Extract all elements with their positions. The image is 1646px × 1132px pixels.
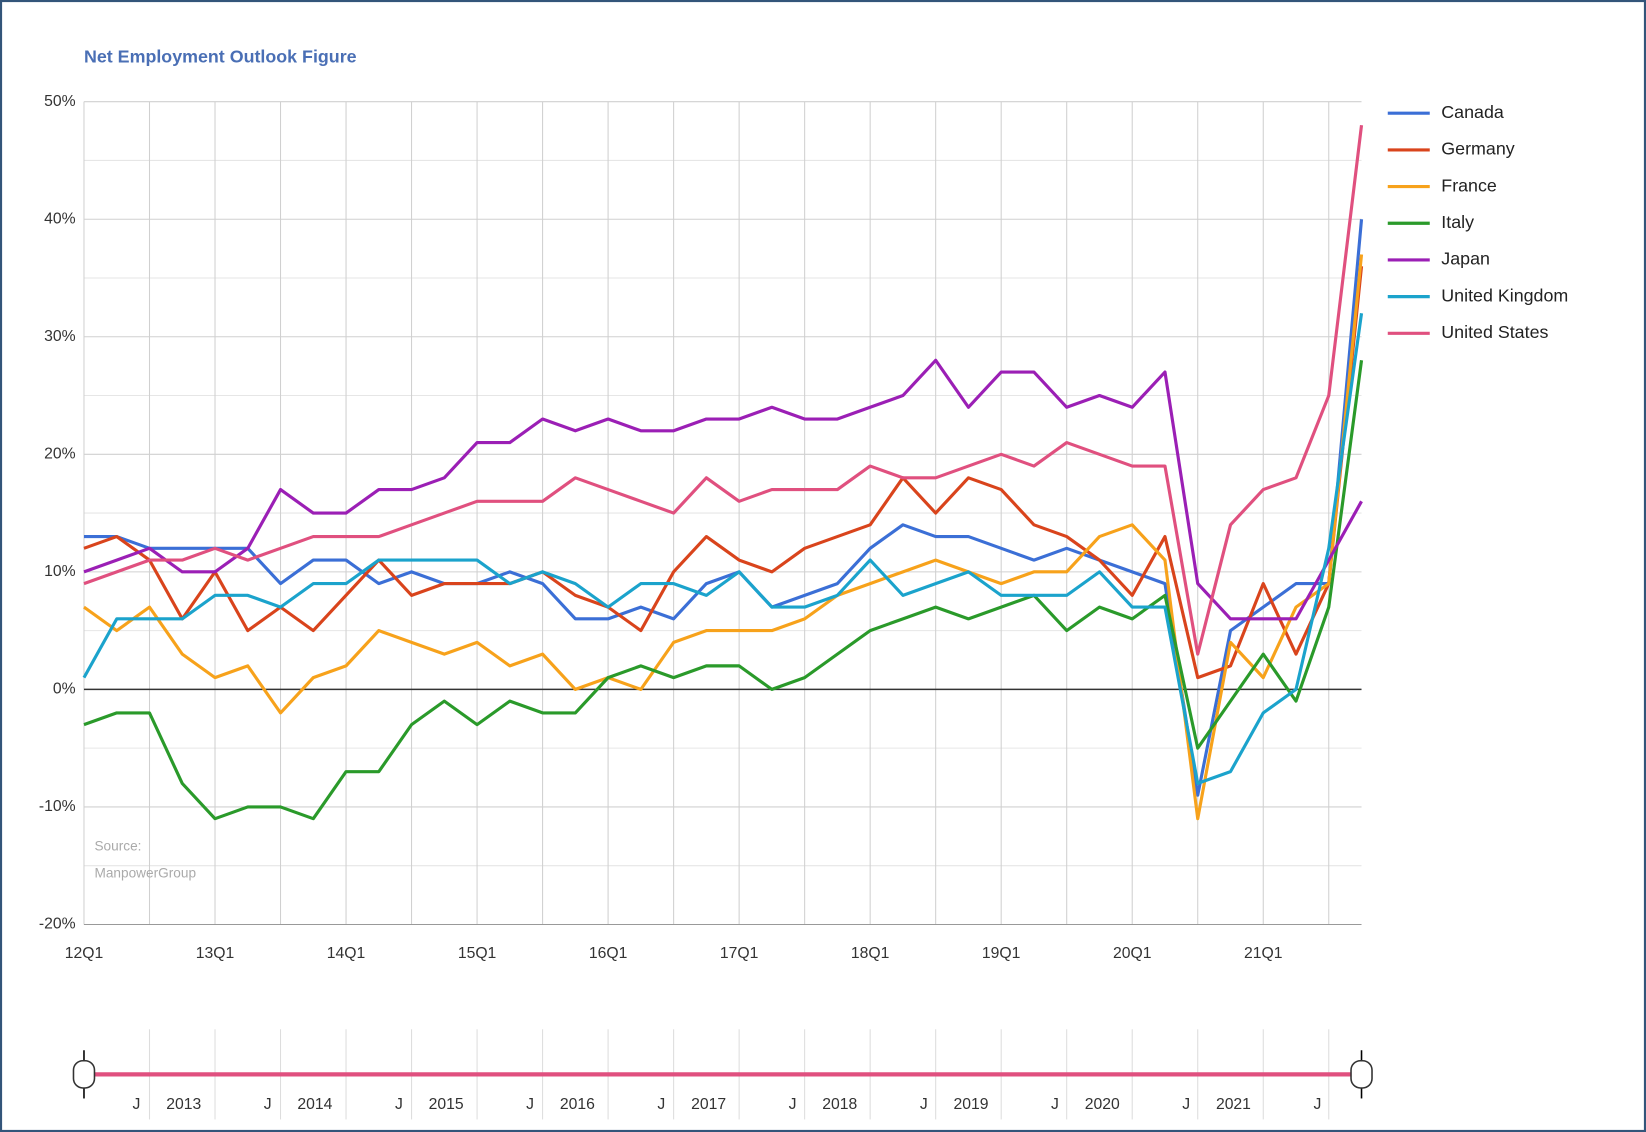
y-tick-label: 30% <box>44 328 76 345</box>
navigator-handle-right[interactable] <box>1350 1050 1373 1099</box>
x-tick-label: 18Q1 <box>851 945 889 962</box>
x-tick-label: 15Q1 <box>458 945 496 962</box>
legend-label: Germany <box>1441 139 1514 159</box>
navigator-label: J <box>1182 1096 1190 1113</box>
source-note: Source: <box>94 839 141 854</box>
navigator-label: 2019 <box>954 1096 989 1113</box>
navigator-label: J <box>395 1096 403 1113</box>
legend-label: Japan <box>1441 249 1490 269</box>
series-line <box>83 124 1364 656</box>
y-tick-label: 40% <box>44 210 76 227</box>
x-tick-label: 17Q1 <box>720 945 758 962</box>
y-tick-label: -10% <box>39 798 76 815</box>
x-tick-label: 16Q1 <box>589 945 627 962</box>
y-tick-label: 0% <box>53 681 76 698</box>
navigator-handle-left[interactable] <box>72 1050 96 1099</box>
y-tick-label: -20% <box>39 916 76 933</box>
chart-title: Net Employment Outlook Figure <box>84 46 357 66</box>
navigator-label: 2016 <box>560 1096 595 1113</box>
legend-label: United States <box>1441 322 1548 342</box>
x-tick-label: 21Q1 <box>1244 945 1282 962</box>
x-tick-label: 13Q1 <box>196 945 234 962</box>
navigator-label: 2014 <box>297 1096 332 1113</box>
navigator-label: 2015 <box>429 1096 464 1113</box>
series-line <box>82 313 1364 785</box>
series-line <box>83 266 1364 680</box>
x-tick-label: 20Q1 <box>1113 945 1151 962</box>
navigator-label: J <box>657 1096 665 1113</box>
y-tick-label: 10% <box>44 563 76 580</box>
legend-label: Italy <box>1441 212 1474 232</box>
series-line <box>83 254 1364 821</box>
navigator-label: 2017 <box>691 1096 726 1113</box>
navigator-label: 2020 <box>1085 1096 1120 1113</box>
y-tick-label: 50% <box>44 93 76 110</box>
navigator-label: J <box>1051 1096 1059 1113</box>
navigator-label: J <box>1313 1096 1321 1113</box>
source-note: ManpowerGroup <box>94 866 196 881</box>
navigator-label: J <box>264 1096 272 1113</box>
navigator-label: J <box>920 1096 928 1113</box>
x-tick-label: 14Q1 <box>327 945 365 962</box>
handle[interactable] <box>72 1059 96 1089</box>
y-tick-label: 20% <box>44 445 76 462</box>
series-line <box>83 219 1364 797</box>
x-tick-label: 19Q1 <box>982 945 1020 962</box>
navigator-label: J <box>789 1096 797 1113</box>
handle[interactable] <box>1350 1059 1373 1089</box>
navigator-label: 2021 <box>1216 1096 1251 1113</box>
legend-label: Canada <box>1441 102 1504 122</box>
series-line <box>83 358 1363 621</box>
x-tick-label: 12Q1 <box>65 945 103 962</box>
navigator-label: 2018 <box>822 1096 857 1113</box>
legend-label: United Kingdom <box>1441 285 1568 305</box>
navigator-label: J <box>133 1096 141 1113</box>
navigator-label: 2013 <box>166 1096 201 1113</box>
navigator-label: J <box>526 1096 534 1113</box>
legend-label: France <box>1441 175 1497 195</box>
